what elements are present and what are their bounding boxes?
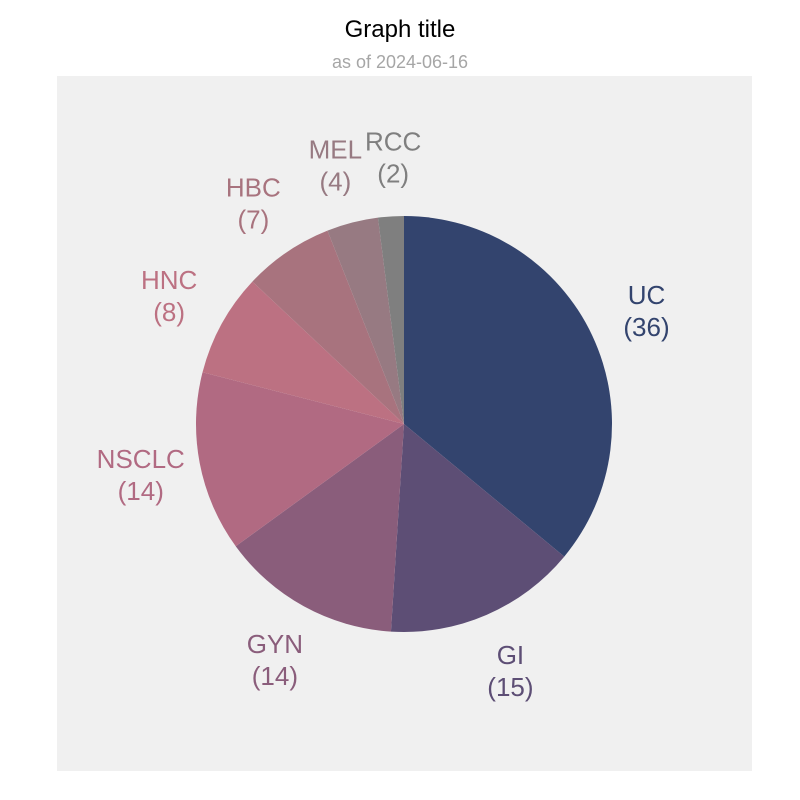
pie-slice-rcc: [377, 216, 404, 424]
slice-value-label: (14): [118, 476, 164, 506]
slice-value-label: (14): [252, 661, 298, 691]
pie-slice-hnc: [202, 281, 404, 424]
slice-label-gi: GI (15): [487, 640, 533, 702]
slice-label-rcc: RCC (2): [365, 127, 421, 189]
slice-value-label: (15): [487, 672, 533, 702]
slice-value-label: (8): [153, 297, 185, 327]
slice-category-label: UC: [628, 280, 666, 310]
pie-slice-gi: [390, 424, 565, 632]
pie-slice-gyn: [235, 424, 404, 632]
slice-category-label: MEL: [309, 134, 362, 164]
pie-slice-nsclc: [196, 372, 404, 547]
slice-label-gyn: GYN (14): [247, 629, 303, 691]
slice-value-label: (7): [237, 204, 269, 234]
slice-category-label: HNC: [141, 265, 197, 295]
slice-category-label: HBC: [226, 172, 281, 202]
slice-value-label: (4): [319, 166, 351, 196]
slice-category-label: GI: [497, 640, 524, 670]
slice-category-label: NSCLC: [97, 444, 185, 474]
pie-slice-mel: [327, 217, 404, 424]
slice-value-label: (36): [623, 312, 669, 342]
slice-label-hbc: HBC (7): [226, 172, 281, 234]
slice-category-label: RCC: [365, 127, 421, 157]
slice-label-nsclc: NSCLC (14): [97, 444, 185, 506]
slice-label-uc: UC (36): [623, 280, 669, 342]
pie-slice-hbc: [252, 230, 404, 424]
pie-slice-uc: [404, 216, 612, 557]
slice-label-hnc: HNC (8): [141, 265, 197, 327]
slice-value-label: (2): [377, 159, 409, 189]
slice-label-mel: MEL (4): [309, 134, 362, 196]
slice-category-label: GYN: [247, 629, 303, 659]
chart-title: Graph title: [344, 16, 456, 43]
chart-subtitle: as of 2024-06-16: [331, 52, 469, 72]
